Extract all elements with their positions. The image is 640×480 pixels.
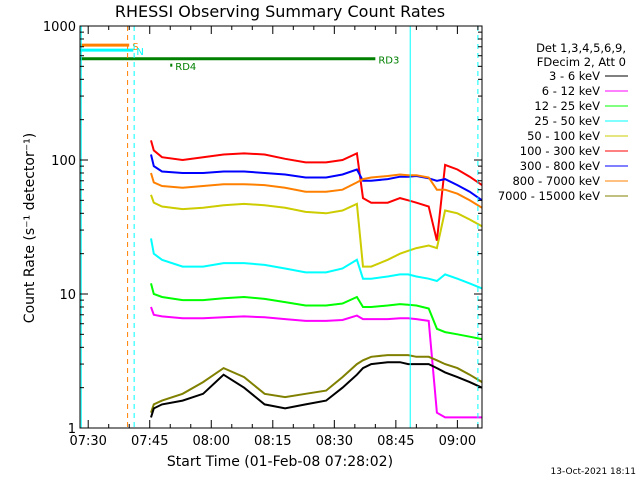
series-line xyxy=(150,172,482,209)
series-line xyxy=(150,306,482,419)
annotation-layer: SN RD3 RD4 xyxy=(80,26,479,428)
x-tick-label: 07:30 xyxy=(69,434,106,449)
legend-entry-label: 100 - 300 keV xyxy=(520,144,600,158)
x-tick-label: 08:00 xyxy=(193,434,230,449)
legend-entry-label: 50 - 100 keV xyxy=(527,129,600,143)
legend-entry-label: 6 - 12 keV xyxy=(542,84,600,98)
state-label: RD4 xyxy=(175,62,196,73)
legend-entry-label: 3 - 6 keV xyxy=(549,69,600,83)
series-line xyxy=(150,354,482,414)
legend: Det 1,3,4,5,6,9,FDecim 2, Att 03 - 6 keV… xyxy=(498,41,628,203)
y-tick-label: 1000 xyxy=(43,20,76,35)
axes-layer: 1 10 100 1000 07:30 07:45 08:00 08:15 08:30 08:45… xyxy=(43,20,482,449)
series-line xyxy=(150,154,482,202)
y-axis-label: Count Rate (s⁻¹ detector⁻¹) xyxy=(22,133,38,323)
legend-entry-label: 800 - 7000 keV xyxy=(512,174,600,188)
series-line xyxy=(150,140,482,241)
series-line xyxy=(150,361,482,418)
legend-header: FDecim 2, Att 0 xyxy=(537,55,626,69)
plot-frame xyxy=(79,25,483,429)
legend-entry-label: 7000 - 15000 keV xyxy=(498,189,600,203)
x-tick-label: 07:45 xyxy=(131,434,168,449)
x-tick-label: 08:30 xyxy=(316,434,353,449)
state-label: RD3 xyxy=(378,56,399,67)
y-tick-label: 1 xyxy=(68,422,76,437)
footer-date: 13-Oct-2021 18:11 xyxy=(551,467,636,477)
chart-title: RHESSI Observing Summary Count Rates xyxy=(115,2,445,21)
legend-entry-label: 300 - 800 keV xyxy=(520,159,600,173)
legend-header: Det 1,3,4,5,6,9, xyxy=(536,41,626,55)
y-tick-label: 100 xyxy=(51,154,76,169)
series-line xyxy=(150,194,482,268)
y-tick-label: 10 xyxy=(59,288,76,303)
series-layer xyxy=(150,140,482,419)
series-line xyxy=(150,283,482,341)
state-label: S xyxy=(132,42,138,53)
series-line xyxy=(150,238,482,290)
state-label: N xyxy=(136,47,143,58)
legend-entry-label: 25 - 50 keV xyxy=(534,114,600,128)
x-tick-label: 08:15 xyxy=(254,434,291,449)
x-tick-label: 09:00 xyxy=(439,434,476,449)
legend-entry-label: 12 - 25 keV xyxy=(534,99,600,113)
x-tick-label: 08:45 xyxy=(377,434,414,449)
x-axis-label: Start Time (01-Feb-08 07:28:02) xyxy=(167,454,393,470)
